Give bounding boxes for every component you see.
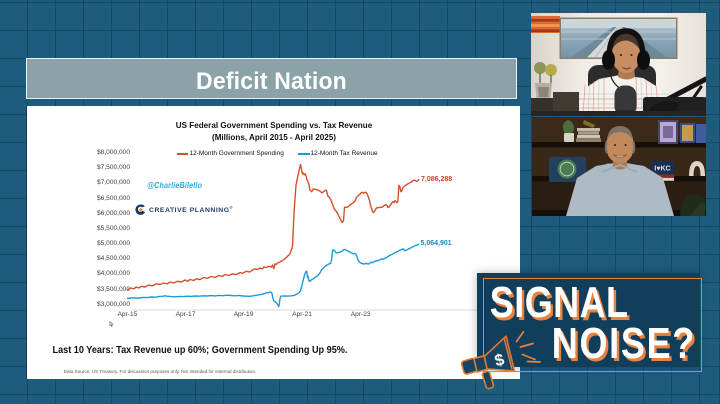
svg-text:I♥KC: I♥KC bbox=[654, 166, 670, 173]
svg-text:$: $ bbox=[493, 351, 507, 371]
